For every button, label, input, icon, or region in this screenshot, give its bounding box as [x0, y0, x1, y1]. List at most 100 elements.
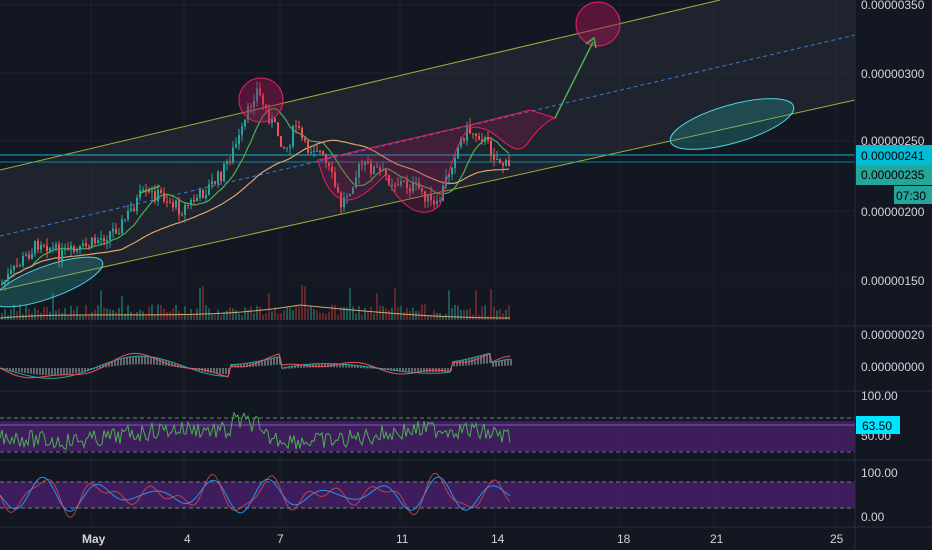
volume-bar [103, 307, 105, 320]
macd-histogram-bar [141, 356, 143, 365]
candle-body [160, 189, 162, 193]
volume-bar [340, 307, 342, 320]
stoch-rsi-pane[interactable] [0, 472, 855, 518]
candle-body [58, 244, 60, 261]
candle-body [280, 136, 282, 147]
candle-body [310, 151, 312, 153]
candle-body [361, 163, 363, 165]
candle-body [127, 210, 129, 220]
price-pane[interactable] [0, 0, 856, 320]
macd-histogram-bar [477, 356, 479, 365]
macd-histogram-bar [360, 365, 362, 369]
rsi-pane[interactable] [0, 411, 855, 453]
volume-bar [484, 305, 486, 320]
candle-body [487, 137, 489, 141]
candle-body [118, 233, 120, 235]
candle-body [1, 283, 3, 285]
candle-body [328, 162, 330, 167]
candle-body [475, 133, 477, 137]
macd-histogram-bar [78, 368, 80, 373]
candle-body [421, 188, 423, 192]
volume-bar [232, 308, 234, 320]
candle-body [208, 184, 210, 195]
volume-bar [406, 307, 408, 320]
volume-bar [505, 309, 507, 320]
candle-body [55, 244, 57, 248]
volume-bar [70, 305, 72, 320]
volume-bar [82, 315, 84, 320]
macd-histogram-bar [357, 365, 359, 369]
stoch-axis[interactable]: 100.00 0.00 [861, 466, 898, 524]
volume-bar [22, 314, 24, 320]
candle-body [202, 189, 204, 199]
macd-histogram-bar [180, 364, 182, 368]
macd-histogram-bar [294, 365, 296, 369]
volume-bar [265, 313, 267, 320]
macd-histogram-bar [132, 356, 134, 365]
horizontal-lines[interactable] [0, 154, 855, 163]
macd-histogram-bar [39, 368, 41, 375]
macd-histogram-bar [351, 364, 353, 368]
volume-bar [256, 305, 258, 320]
macd-histogram-bar [60, 368, 62, 375]
macd-histogram-bar [156, 357, 158, 365]
volume-bar [187, 314, 189, 320]
target-circle [575, 1, 621, 47]
rsi-axis[interactable]: 100.00 50.00 63.50 [856, 389, 900, 443]
candle-body [124, 219, 126, 221]
macd-histogram-bar [243, 363, 245, 368]
macd-tick: 0.00000000 [861, 360, 925, 374]
volume-bar [61, 312, 63, 320]
target-ellipse [669, 98, 795, 150]
macd-histogram-bar [468, 358, 470, 366]
volume-bar [385, 308, 387, 320]
macd-histogram-bar [45, 368, 47, 376]
time-label: 7 [277, 532, 284, 546]
volume-bar [28, 308, 30, 320]
time-label: 11 [396, 532, 409, 546]
time-axis[interactable]: May 4 7 11 14 18 21 25 [82, 532, 844, 546]
macd-pane[interactable] [0, 352, 512, 379]
channel-area [0, 0, 855, 290]
volume-bar [346, 307, 348, 320]
price-axis[interactable]: 0.00000350 0.00000300 0.00000250 0.00000… [856, 0, 932, 288]
macd-histogram-bar [288, 366, 290, 369]
drawings[interactable] [0, 1, 799, 317]
volume-bar [241, 315, 243, 320]
macd-histogram-bar [501, 360, 503, 367]
volume-bar [352, 306, 354, 320]
macd-histogram-bar [396, 368, 398, 371]
candle-body [394, 184, 396, 186]
volume-bar [10, 309, 12, 320]
candle-body [409, 188, 411, 192]
candle-body [451, 167, 453, 175]
volume-bar [151, 304, 153, 320]
volume-ma-line [0, 304, 511, 319]
candle-body [373, 166, 375, 174]
macd-axis[interactable]: 0.00000020 0.00000000 [861, 328, 925, 374]
macd-histogram-bar [276, 357, 278, 365]
volume-bar [292, 309, 294, 320]
candle-body [229, 161, 231, 163]
macd-histogram-bar [207, 368, 209, 373]
volume-bar [499, 309, 501, 320]
volume-bar [223, 312, 225, 320]
volume-bar [52, 292, 54, 320]
macd-signal-line [0, 352, 511, 379]
candle-body [463, 137, 465, 141]
macd-histogram-bar [273, 358, 275, 366]
peak-circle [238, 77, 284, 123]
macd-histogram-bar [93, 368, 95, 370]
macd-histogram-bar [177, 363, 179, 368]
volume-bar [88, 315, 90, 320]
candle-body [292, 125, 294, 147]
macd-histogram-bar [57, 368, 59, 376]
volume-bar [1, 313, 3, 320]
macd-histogram-bar [444, 368, 446, 372]
macd-histogram-bar [423, 368, 425, 373]
volume-bar [79, 314, 81, 320]
candle-body [259, 88, 261, 96]
volume-bar [118, 307, 120, 320]
candle-body [175, 200, 177, 208]
